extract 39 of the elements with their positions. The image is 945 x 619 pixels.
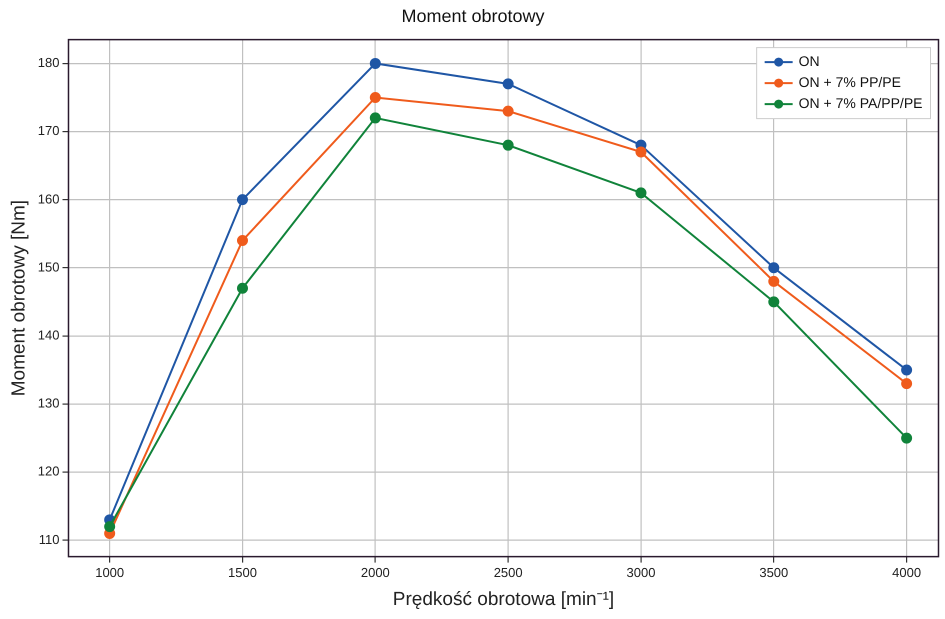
y-tick-label: 120: [38, 464, 60, 479]
x-tick-label: 2000: [360, 564, 390, 580]
point: [901, 378, 912, 390]
x-tick-label: 1500: [228, 564, 257, 580]
legend-label: ON + 7% PP/PE: [798, 74, 901, 90]
point: [768, 296, 780, 308]
y-tick-label: 150: [38, 259, 60, 274]
point: [104, 521, 116, 532]
point: [236, 282, 248, 294]
point: [635, 146, 646, 158]
y-tick-label: 160: [38, 191, 60, 206]
x-tick-label: 1000: [95, 564, 124, 580]
point: [236, 194, 248, 206]
point: [370, 58, 381, 69]
point: [370, 92, 381, 103]
x-tick-label: 3000: [626, 564, 656, 580]
x-tick-label: 3500: [759, 564, 788, 580]
y-tick-label: 180: [38, 55, 60, 70]
point: [370, 112, 381, 124]
point: [768, 262, 780, 274]
x-tick-label: 2500: [494, 564, 523, 580]
y-tick-label: 110: [38, 532, 60, 547]
legend-label: ON: [798, 52, 820, 69]
chart-title: Moment obrotowy: [401, 6, 545, 26]
point: [502, 78, 514, 90]
point: [502, 106, 514, 117]
y-tick-label: 140: [38, 327, 60, 342]
legend-label: ON + 7% PA/PP/PE: [798, 94, 923, 111]
x-axis-title: Prędkość obrotowa [min⁻¹]: [392, 588, 614, 610]
point: [901, 432, 912, 444]
point: [236, 235, 248, 246]
y-tick-label: 170: [38, 123, 60, 138]
point: [635, 187, 646, 198]
y-axis-title: Moment obrotowy [Nm]: [8, 200, 30, 396]
point: [768, 276, 780, 287]
y-tick-label: 130: [38, 396, 60, 411]
x-tick-label: 4000: [892, 564, 922, 580]
point: [901, 364, 912, 376]
point: [502, 140, 514, 151]
